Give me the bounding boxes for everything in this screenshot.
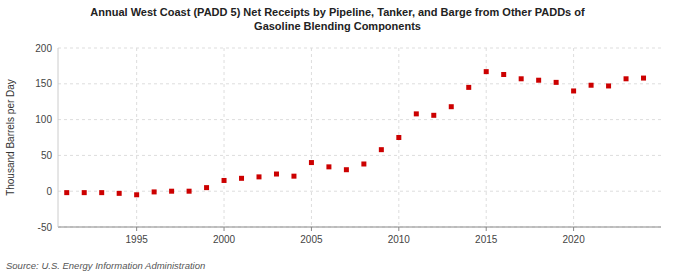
data-point bbox=[641, 76, 646, 81]
x-tick-label: 2015 bbox=[475, 234, 498, 245]
data-point bbox=[624, 76, 629, 81]
x-tick-mark bbox=[136, 227, 137, 231]
data-point bbox=[344, 167, 349, 172]
data-point bbox=[519, 76, 524, 81]
chart-title-line: Annual West Coast (PADD 5) Net Receipts … bbox=[90, 6, 585, 18]
data-point bbox=[64, 190, 69, 195]
x-grid-line bbox=[573, 48, 574, 227]
y-tick-label: -50 bbox=[38, 222, 53, 233]
data-point bbox=[257, 174, 262, 179]
x-grid-line bbox=[486, 48, 487, 227]
x-tick-label: 2020 bbox=[562, 234, 585, 245]
x-tick-mark bbox=[224, 227, 225, 231]
y-grid-line bbox=[58, 227, 661, 228]
data-point bbox=[222, 178, 227, 183]
data-point bbox=[169, 189, 174, 194]
data-point bbox=[379, 147, 384, 152]
chart-title: Annual West Coast (PADD 5) Net Receipts … bbox=[90, 6, 585, 32]
y-axis-line bbox=[58, 48, 59, 227]
data-point bbox=[431, 113, 436, 118]
data-point bbox=[204, 185, 209, 190]
y-tick-label: 100 bbox=[35, 114, 52, 125]
data-point bbox=[187, 189, 192, 194]
data-point bbox=[274, 172, 279, 177]
x-axis-line bbox=[58, 227, 661, 228]
data-point bbox=[396, 135, 401, 140]
data-point bbox=[291, 174, 296, 179]
y-tick-label: 200 bbox=[35, 43, 52, 54]
y-tick-label: 0 bbox=[46, 186, 52, 197]
x-tick-mark bbox=[486, 227, 487, 231]
y-grid-line bbox=[58, 48, 661, 49]
x-tick-label: 2000 bbox=[213, 234, 236, 245]
x-tick-label: 2005 bbox=[300, 234, 323, 245]
data-point bbox=[466, 85, 471, 90]
y-axis-label: Thousand Barrels per Day bbox=[5, 79, 16, 196]
axes: -50 0 50 100 150 200 1995 2000 2005 2010 2015 2020 bbox=[35, 43, 661, 246]
x-tick-mark bbox=[311, 227, 312, 231]
y-grid-line bbox=[58, 119, 661, 120]
grid bbox=[58, 48, 661, 227]
data-point bbox=[99, 190, 104, 195]
data-point bbox=[484, 69, 489, 74]
x-grid-line bbox=[136, 48, 137, 227]
data-point bbox=[449, 104, 454, 109]
data-point bbox=[501, 72, 506, 77]
data-point bbox=[571, 88, 576, 93]
x-grid-line bbox=[311, 48, 312, 227]
source-note: Source: U.S. Energy Information Administ… bbox=[6, 260, 205, 271]
data-point bbox=[536, 78, 541, 83]
y-tick-label: 150 bbox=[35, 78, 52, 89]
data-point bbox=[134, 192, 139, 197]
data-point bbox=[309, 160, 314, 165]
x-tick-label: 1995 bbox=[126, 234, 149, 245]
data-point bbox=[326, 164, 331, 169]
chart-title-line: Gasoline Blending Components bbox=[254, 20, 421, 32]
data-point bbox=[152, 189, 157, 194]
data-point bbox=[589, 83, 594, 88]
data-points bbox=[64, 69, 646, 197]
x-tick-mark bbox=[573, 227, 574, 231]
data-point bbox=[117, 191, 122, 196]
data-point bbox=[414, 111, 419, 116]
data-point bbox=[606, 83, 611, 88]
x-grid-line bbox=[224, 48, 225, 227]
chart: Annual West Coast (PADD 5) Net Receipts … bbox=[0, 0, 675, 275]
data-point bbox=[361, 161, 366, 166]
data-point bbox=[239, 176, 244, 181]
data-point bbox=[554, 80, 559, 85]
x-tick-label: 2010 bbox=[388, 234, 411, 245]
x-tick-mark bbox=[398, 227, 399, 231]
y-grid-line bbox=[58, 155, 661, 156]
y-tick-label: 50 bbox=[41, 150, 53, 161]
y-grid-line bbox=[58, 191, 661, 192]
data-point bbox=[82, 190, 87, 195]
y-grid-line bbox=[58, 83, 661, 84]
